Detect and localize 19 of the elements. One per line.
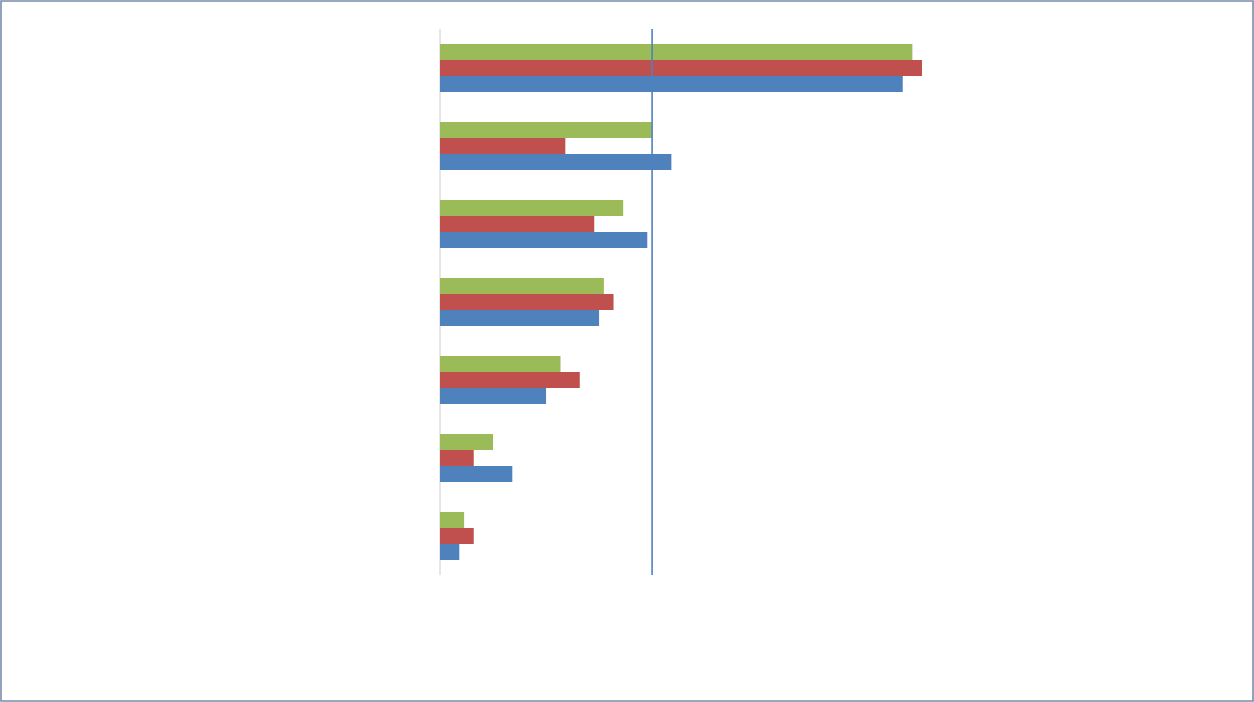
bar: [440, 434, 494, 450]
bar: [440, 512, 465, 528]
bar: [440, 122, 653, 139]
bar: [440, 310, 600, 327]
bar: [440, 450, 474, 466]
bar: [440, 278, 604, 294]
bar: [440, 138, 566, 155]
bar: [440, 60, 923, 77]
bar: [440, 294, 614, 311]
bar: [440, 528, 474, 544]
bar: [440, 388, 547, 404]
bar: [440, 200, 624, 217]
bar: [440, 356, 561, 372]
bar: [440, 44, 913, 61]
bar: [440, 466, 513, 482]
bar: [440, 232, 648, 249]
bar: [440, 544, 460, 560]
bar: [440, 216, 595, 233]
bar: [440, 372, 580, 388]
